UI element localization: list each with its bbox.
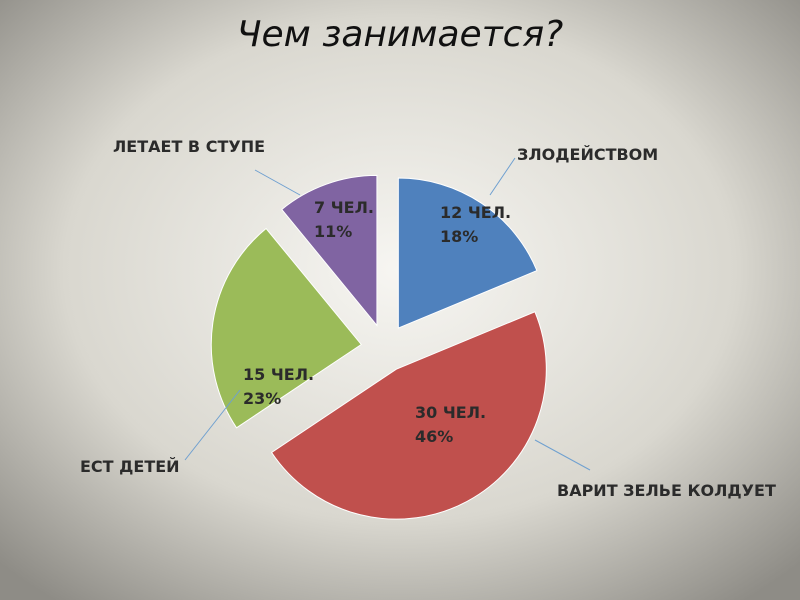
leader-line xyxy=(489,157,516,196)
category-label: ВАРИТ ЗЕЛЬЕ КОЛДУЕТ xyxy=(557,481,776,500)
pie-slice xyxy=(397,177,538,329)
percent-label: 11% xyxy=(314,222,352,241)
leader-line xyxy=(254,169,301,196)
percent-label: 46% xyxy=(415,427,453,446)
percent-label: 18% xyxy=(440,227,478,246)
leader-line xyxy=(534,439,591,471)
category-label: ЛЕТАЕТ В СТУПЕ xyxy=(113,137,265,156)
value-label: 7 ЧЕЛ. xyxy=(314,198,374,217)
category-label: ЗЛОДЕЙСТВОМ xyxy=(517,145,658,164)
pie-slice xyxy=(210,227,362,429)
value-label: 15 ЧЕЛ. xyxy=(243,365,314,384)
category-label: ЕСТ ДЕТЕЙ xyxy=(80,457,180,476)
leader-line xyxy=(184,389,241,461)
percent-label: 23% xyxy=(243,389,281,408)
chart-title: Чем занимается? xyxy=(237,14,563,55)
value-label: 12 ЧЕЛ. xyxy=(440,203,511,222)
pie-slice xyxy=(270,311,547,520)
value-label: 30 ЧЕЛ. xyxy=(415,403,486,422)
pie-slice xyxy=(281,174,378,327)
